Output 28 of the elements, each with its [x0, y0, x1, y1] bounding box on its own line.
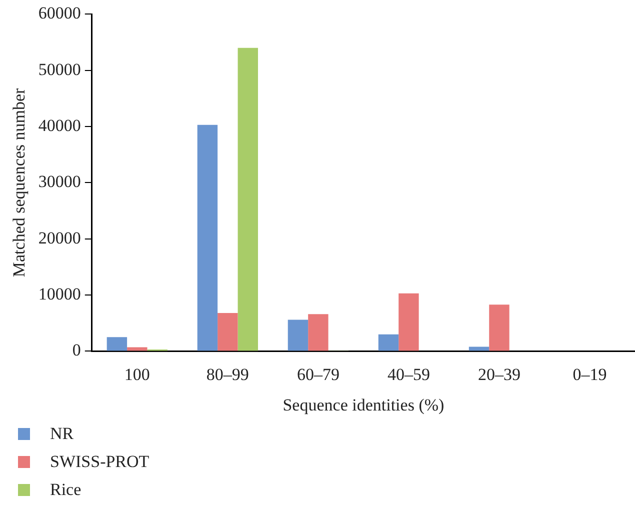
y-tick-label: 50000 — [38, 60, 81, 79]
x-tick-label: 80–99 — [206, 364, 249, 384]
legend-label: NR — [50, 424, 74, 444]
x-tick-label: 40–59 — [387, 364, 430, 384]
y-tick-label: 20000 — [38, 228, 81, 248]
legend-label: Rice — [50, 480, 82, 500]
x-axis-title: Sequence identities (%) — [282, 395, 444, 414]
legend-label: SWISS-PROT — [50, 452, 150, 472]
y-tick-label: 0 — [72, 340, 81, 360]
bar — [468, 346, 490, 351]
bar — [378, 334, 399, 351]
bar — [197, 124, 218, 351]
x-tick-label: 20–39 — [478, 364, 520, 384]
bar — [308, 314, 328, 351]
bar — [288, 320, 308, 351]
bar — [218, 313, 238, 351]
x-tick-label: 100 — [124, 364, 150, 384]
bar — [238, 48, 258, 351]
bar — [489, 304, 510, 351]
x-tick-label: 60–79 — [296, 364, 340, 384]
y-tick-label: 10000 — [38, 284, 81, 304]
y-tick-label: 30000 — [38, 172, 81, 192]
y-tick-label: 40000 — [38, 116, 81, 135]
bar — [106, 337, 128, 351]
x-tick-label: 0–19 — [572, 364, 607, 384]
y-axis-title: Matched sequences number — [10, 88, 29, 278]
bar — [398, 293, 419, 351]
y-tick-label: 60000 — [38, 4, 81, 23]
